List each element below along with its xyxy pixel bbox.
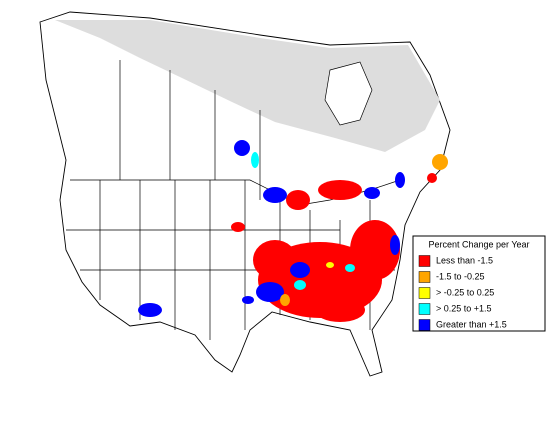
patch xyxy=(427,173,437,183)
patch xyxy=(290,262,310,278)
legend-label: > 0.25 to +1.5 xyxy=(436,303,492,313)
legend: Percent Change per Year Less than -1.5 -1… xyxy=(412,235,546,332)
patch xyxy=(350,220,400,280)
change-patches xyxy=(138,140,448,322)
legend-swatch xyxy=(418,255,431,267)
legend-swatch xyxy=(418,287,431,299)
patch xyxy=(315,298,365,322)
patch xyxy=(286,190,310,210)
legend-label: Less than -1.5 xyxy=(436,255,493,265)
patch xyxy=(345,264,355,272)
patch xyxy=(432,154,448,170)
patch xyxy=(294,280,306,290)
patch xyxy=(364,187,380,199)
legend-label: Greater than +1.5 xyxy=(436,319,507,329)
patch xyxy=(326,262,334,268)
patch xyxy=(390,235,400,255)
patch xyxy=(138,303,162,317)
patch xyxy=(280,294,290,306)
patch xyxy=(318,180,362,200)
patch xyxy=(231,222,245,232)
legend-label: > -0.25 to 0.25 xyxy=(436,287,494,297)
legend-box xyxy=(412,235,546,332)
patch xyxy=(234,140,250,156)
legend-title: Percent Change per Year xyxy=(428,239,529,249)
patch xyxy=(242,296,254,304)
legend-swatch xyxy=(418,319,431,331)
patch xyxy=(256,282,284,302)
hudson-bay xyxy=(324,61,373,126)
patch xyxy=(253,240,297,280)
patch xyxy=(263,187,287,203)
patch xyxy=(251,152,259,168)
patch xyxy=(395,172,405,188)
legend-label: -1.5 to -0.25 xyxy=(436,271,485,281)
legend-swatch xyxy=(418,303,431,315)
legend-swatch xyxy=(418,271,431,283)
